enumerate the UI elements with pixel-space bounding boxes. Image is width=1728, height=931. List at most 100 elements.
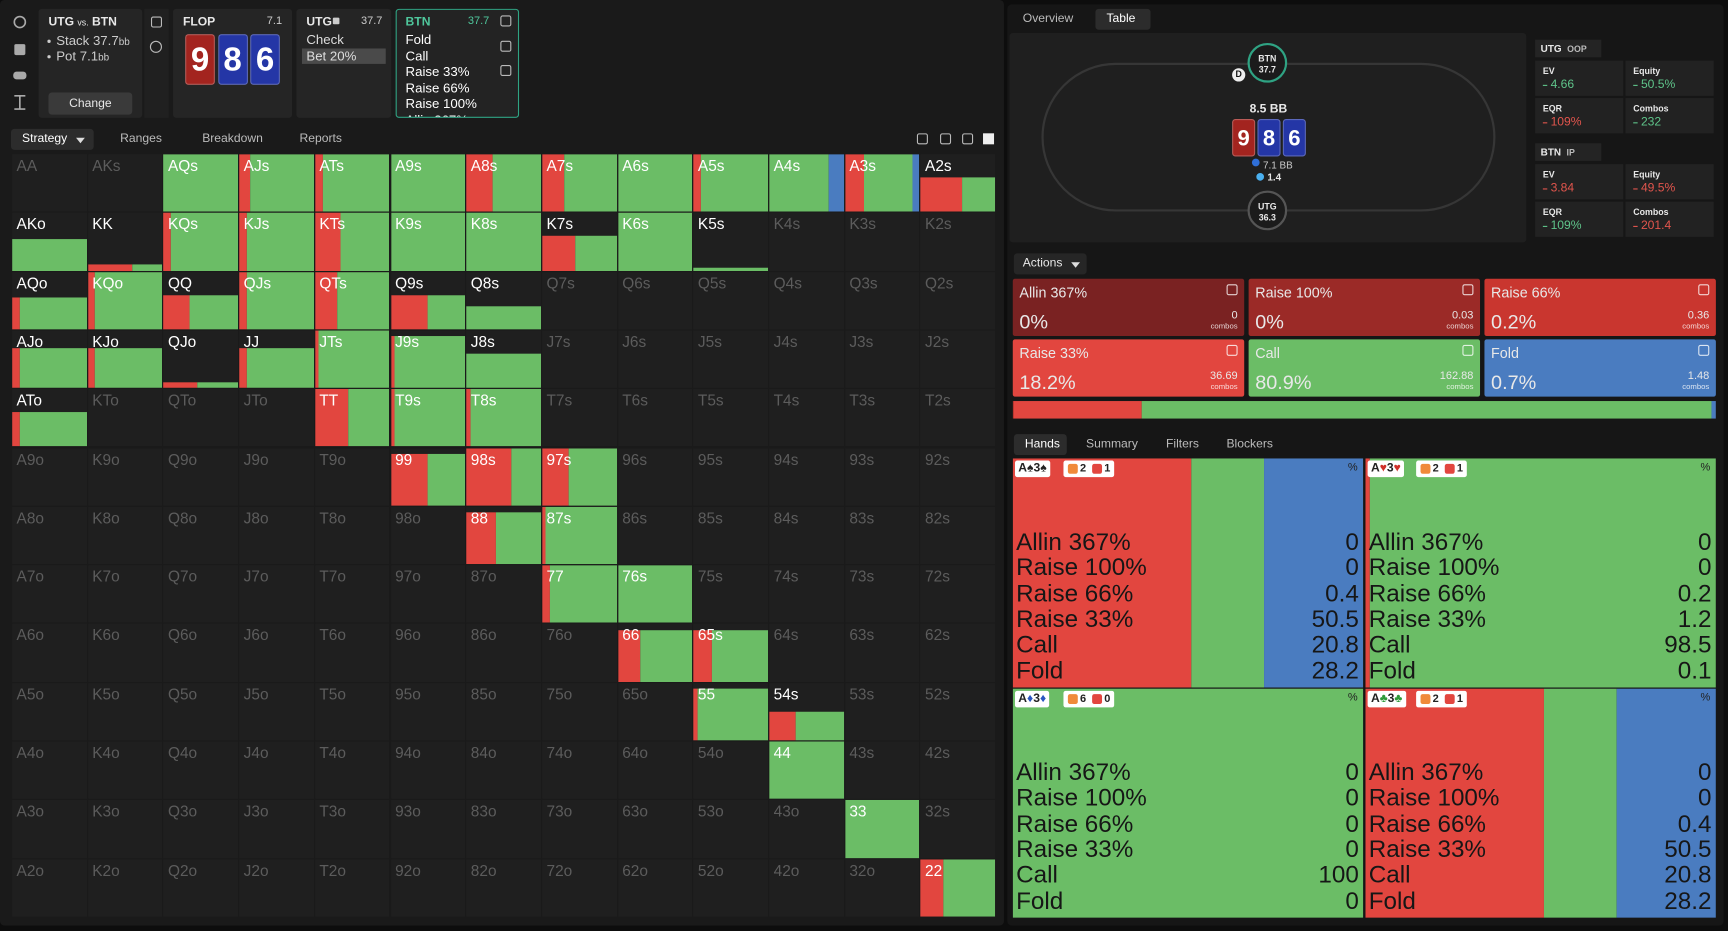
icon[interactable] [500,65,512,77]
hand-cell[interactable]: JJ [239,330,314,389]
hand-cell[interactable]: Q2o [163,858,239,917]
hand-cell[interactable]: A9o [12,447,87,506]
hand-cell[interactable]: Q4o [163,741,239,800]
hand-cell[interactable]: J3o [239,800,314,858]
hand-cell[interactable]: 84o [466,741,541,800]
hand-cell[interactable]: 76s [617,565,693,623]
hand-cell[interactable]: KTs [314,212,390,271]
hand-cell[interactable]: A5s [693,154,769,212]
hand-cell[interactable]: KTo [87,389,163,447]
hand-cell[interactable]: T4s [769,389,844,447]
hand-cell[interactable]: Q7s [542,271,617,330]
hand-cell[interactable]: T3o [314,800,390,858]
hand-cell[interactable]: K2s [920,212,996,271]
icon[interactable] [940,133,952,145]
hand-cell[interactable]: K9s [390,212,466,271]
hand-cell[interactable]: J7s [542,330,617,389]
hand-cell[interactable]: J2o [239,858,314,917]
hand-cell[interactable]: JTs [314,330,390,389]
hand-cell[interactable]: K5s [693,212,769,271]
hand-cell[interactable]: T2s [920,389,996,447]
hand-cell[interactable]: 96o [390,624,466,682]
node-action[interactable]: Bet 20% [301,47,386,64]
hand-cell[interactable]: T4o [314,741,390,800]
hand-cell[interactable]: 43s [844,741,920,800]
hand-cell[interactable]: 98s [466,447,541,506]
hand-cell[interactable]: AA [12,154,87,212]
hand-cell[interactable]: 33 [844,800,920,858]
hand-cell[interactable]: ATo [12,389,87,447]
hand-cell[interactable]: AKs [87,154,163,212]
hand-cell[interactable]: T7s [542,389,617,447]
hand-cell[interactable]: 92s [920,447,996,506]
actions-menu[interactable]: Actions [1013,253,1087,275]
node-action[interactable]: Allin 367% [406,112,468,117]
hand-cell[interactable]: A4o [12,741,87,800]
hand-cell[interactable]: QQ [163,271,239,330]
hand-cell[interactable]: TT [314,389,390,447]
hand-cell[interactable]: T9o [314,447,390,506]
hand-cell[interactable]: Q6s [617,271,693,330]
hand-cell[interactable]: 42o [769,858,844,917]
hand-cell[interactable]: 74o [542,741,617,800]
hand-cell[interactable]: A6s [617,154,693,212]
hand-cell[interactable]: 85o [466,682,541,741]
hand-cell[interactable]: 62o [617,858,693,917]
hand-cell[interactable]: KJo [87,330,163,389]
hand-cell[interactable]: AJs [239,154,314,212]
hand-cell[interactable]: AQo [12,271,87,330]
hand-cell[interactable]: 44 [769,741,844,800]
hand-cell[interactable]: 83s [844,506,920,565]
tab[interactable]: Hands [1013,434,1067,456]
hand-cell[interactable]: K7s [542,212,617,271]
hand-cell[interactable]: J2s [920,330,996,389]
hand-cell[interactable]: 64o [617,741,693,800]
icon[interactable] [500,40,512,52]
hand-cell[interactable]: T7o [314,565,390,623]
hand-cell[interactable]: 43o [769,800,844,858]
action-card[interactable]: Raise 66% 0.2% 0.36 combos [1484,278,1716,337]
hand-cell[interactable]: J6s [617,330,693,389]
hand-cell[interactable]: T3s [844,389,920,447]
hand-cell[interactable]: 94o [390,741,466,800]
hand-cell[interactable]: 74s [769,565,844,623]
hand-cell[interactable]: K7o [87,565,163,623]
hand-cell[interactable]: 63s [844,624,920,682]
hand-cell[interactable]: J5o [239,682,314,741]
node-action[interactable]: Fold [405,31,432,48]
hand-cell[interactable]: 93o [390,800,466,858]
hand-cell[interactable]: 99 [390,447,466,506]
hand-cell[interactable]: 66 [617,624,693,682]
hand-cell[interactable]: Q2s [920,271,996,330]
hand-cell[interactable]: A7s [542,154,617,212]
hand-cell[interactable]: 95o [390,682,466,741]
hand-cell[interactable]: 87s [542,506,617,565]
hand-cell[interactable]: J8s [466,330,541,389]
hand-cell[interactable]: 75s [693,565,769,623]
hand-cell[interactable]: 97o [390,565,466,623]
hand-cell[interactable]: Q5s [693,271,769,330]
hand-cell[interactable]: 84s [769,506,844,565]
hand-cell[interactable]: T5o [314,682,390,741]
hand-cell[interactable]: K3s [844,212,920,271]
hand-cell[interactable]: J3s [844,330,920,389]
action-card[interactable]: Call 80.9% 162.88 combos [1248,339,1481,397]
hand-cell[interactable]: J8o [239,506,314,565]
icon[interactable] [150,16,162,28]
hand-cell[interactable]: 88 [466,506,541,565]
tab[interactable]: Blockers [1226,437,1273,451]
hand-cell[interactable]: 55 [693,682,769,741]
hand-cell[interactable]: J5s [693,330,769,389]
node-action[interactable]: Raise 100% [405,95,477,112]
hand-cell[interactable]: A3o [12,800,87,858]
hand-cell[interactable]: Q8s [466,271,541,330]
hand-cell[interactable]: A8o [12,506,87,565]
hand-cell[interactable]: A7o [12,565,87,623]
hand-cell[interactable]: T8o [314,506,390,565]
hand-cell[interactable]: 77 [542,565,617,623]
info-icon[interactable] [149,40,162,53]
icon[interactable] [500,15,512,27]
hand-cell[interactable]: Q9o [163,447,239,506]
tab[interactable]: Breakdown [202,132,263,146]
hand-cell[interactable]: 73o [542,800,617,858]
